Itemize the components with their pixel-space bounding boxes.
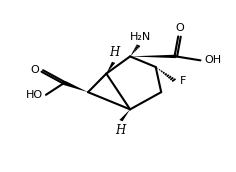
Text: HO: HO	[25, 90, 43, 100]
Polygon shape	[130, 55, 176, 58]
Polygon shape	[106, 62, 115, 74]
Polygon shape	[63, 81, 88, 92]
Text: OH: OH	[205, 55, 222, 65]
Text: H: H	[115, 123, 125, 137]
Text: H₂N: H₂N	[130, 32, 151, 42]
Text: O: O	[30, 65, 39, 75]
Polygon shape	[119, 109, 130, 121]
Text: O: O	[176, 23, 184, 33]
Text: F: F	[180, 76, 186, 86]
Text: H: H	[110, 46, 120, 59]
